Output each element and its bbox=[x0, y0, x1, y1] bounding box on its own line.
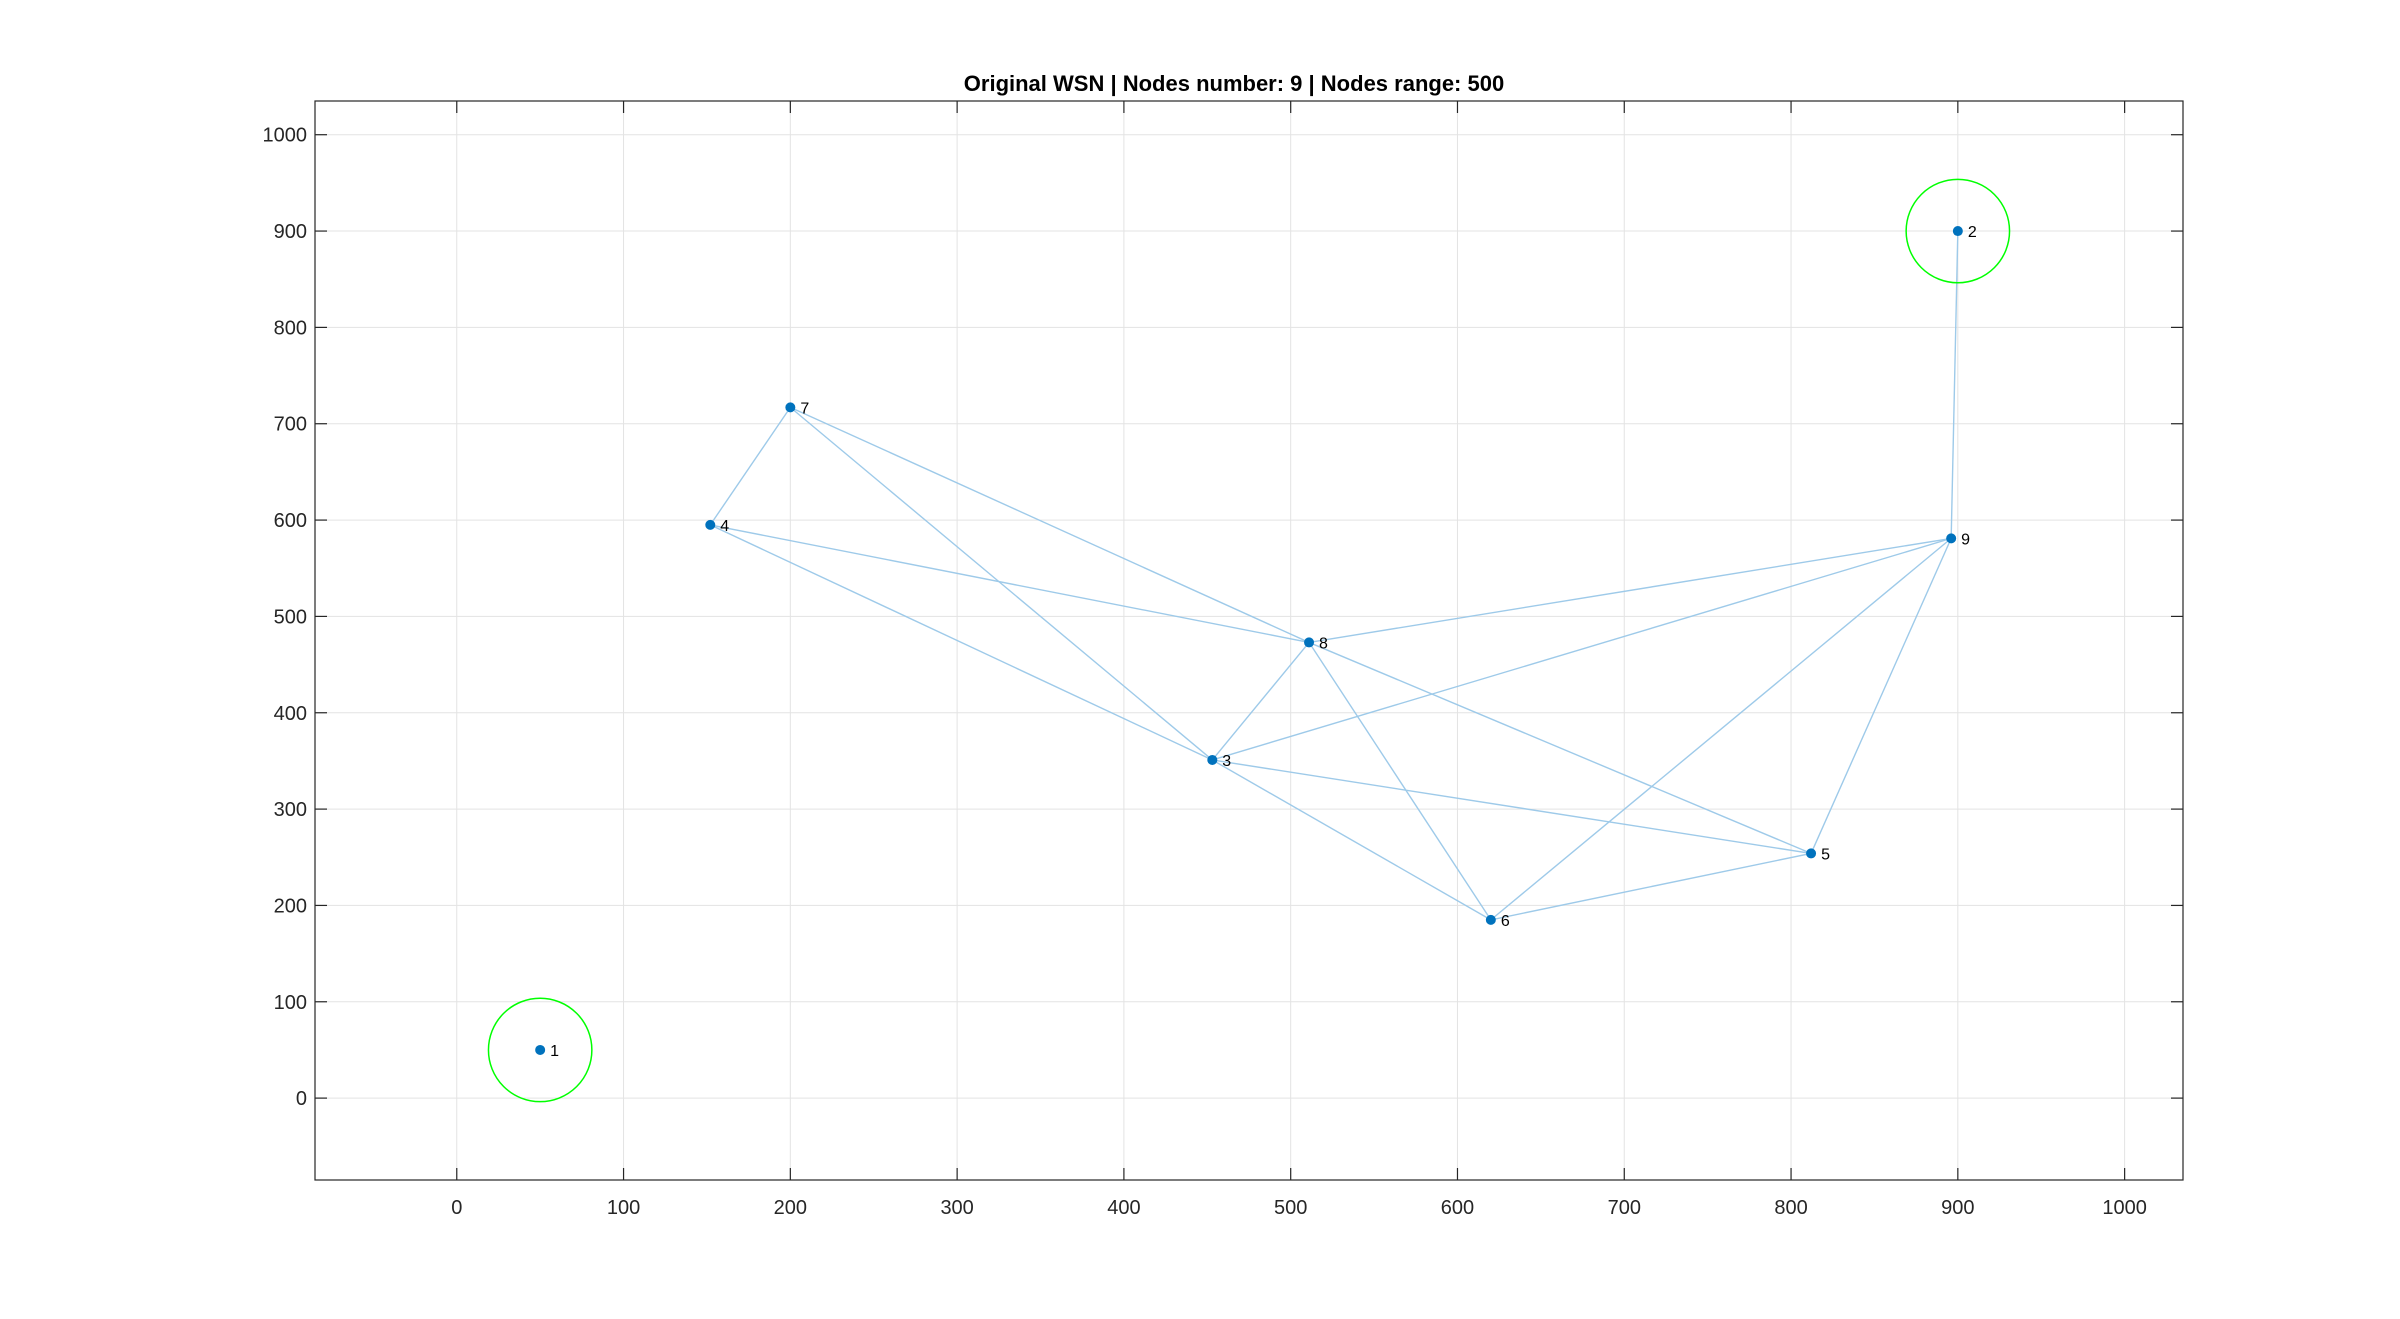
node-label-2: 2 bbox=[1968, 224, 1977, 241]
node-point-4 bbox=[705, 519, 716, 530]
edge-8-9 bbox=[1308, 537, 1952, 644]
x-tick-label: 500 bbox=[1274, 1197, 1307, 1219]
x-tick-label: 300 bbox=[940, 1197, 973, 1219]
y-tick-labels: 0 100 200 300 400 500 600 700 800 900 1000 bbox=[263, 125, 308, 1110]
x-tick-label: 700 bbox=[1608, 1197, 1641, 1219]
node-labels: 1 2 3 4 5 6 7 8 9 bbox=[550, 224, 1977, 1060]
edge-3-9 bbox=[1212, 537, 1952, 761]
edge-7-8 bbox=[790, 406, 1310, 644]
x-tick-labels: 0 100 200 300 400 500 600 700 800 900 1000 bbox=[451, 1197, 2147, 1219]
x-tick-label: 100 bbox=[607, 1197, 640, 1219]
y-tick-label: 700 bbox=[274, 414, 307, 436]
node-point-7 bbox=[785, 402, 796, 413]
node-label-4: 4 bbox=[720, 518, 729, 535]
edge-5-9 bbox=[1810, 538, 1952, 854]
x-tick-label: 900 bbox=[1941, 1197, 1974, 1219]
network-nodes bbox=[535, 226, 1963, 1055]
y-tick-label: 800 bbox=[274, 317, 307, 339]
x-tick-label: 400 bbox=[1107, 1197, 1140, 1219]
node-point-6 bbox=[1485, 914, 1496, 925]
edge-6-5 bbox=[1490, 852, 1812, 921]
node-label-8: 8 bbox=[1319, 635, 1328, 652]
x-tick-label: 1000 bbox=[2102, 1197, 2147, 1219]
y-tick-label: 100 bbox=[274, 992, 307, 1014]
edge-4-3 bbox=[709, 524, 1213, 761]
x-tick-label: 600 bbox=[1441, 1197, 1474, 1219]
edge-3-5 bbox=[1212, 759, 1812, 855]
network-edges bbox=[709, 231, 1959, 921]
grid-lines bbox=[315, 101, 2183, 1180]
y-tick-label: 200 bbox=[274, 895, 307, 917]
edge-8-3 bbox=[1211, 641, 1310, 761]
y-tick-label: 500 bbox=[274, 606, 307, 628]
range-circles bbox=[487, 178, 2011, 1103]
node-point-8 bbox=[1304, 637, 1315, 648]
edge-3-6 bbox=[1211, 759, 1492, 921]
x-tick-label: 800 bbox=[1774, 1197, 1807, 1219]
y-tick-label: 300 bbox=[274, 799, 307, 821]
node-point-1 bbox=[535, 1044, 546, 1055]
node-label-3: 3 bbox=[1222, 753, 1231, 770]
axes-box bbox=[314, 100, 2184, 1181]
node-point-3 bbox=[1207, 754, 1218, 765]
node-label-9: 9 bbox=[1961, 531, 1970, 548]
edge-8-6 bbox=[1308, 642, 1492, 921]
node-label-7: 7 bbox=[800, 400, 809, 417]
y-tick-label: 1000 bbox=[263, 125, 308, 147]
edge-7-3 bbox=[789, 406, 1213, 761]
chart-title: Original WSN | Nodes number: 9 | Nodes r… bbox=[964, 71, 1504, 96]
range-circle-node-2 bbox=[1905, 178, 2011, 284]
x-tick-label: 0 bbox=[451, 1197, 462, 1219]
edge-7-4 bbox=[709, 406, 791, 526]
edge-8-5 bbox=[1308, 641, 1812, 855]
axis-ticks bbox=[315, 101, 2183, 1180]
y-tick-label: 900 bbox=[274, 221, 307, 243]
node-label-1: 1 bbox=[550, 1043, 559, 1060]
edge-6-9 bbox=[1490, 537, 1952, 921]
node-point-9 bbox=[1946, 533, 1957, 544]
node-label-6: 6 bbox=[1501, 913, 1510, 930]
y-tick-label: 0 bbox=[296, 1088, 307, 1110]
node-label-5: 5 bbox=[1821, 846, 1830, 863]
edge-4-8 bbox=[710, 524, 1310, 644]
y-tick-label: 600 bbox=[274, 510, 307, 532]
y-tick-label: 400 bbox=[274, 703, 307, 725]
node-point-2 bbox=[1952, 226, 1963, 237]
node-point-5 bbox=[1806, 848, 1817, 859]
range-circle-node-1 bbox=[487, 997, 593, 1103]
x-tick-label: 200 bbox=[774, 1197, 807, 1219]
